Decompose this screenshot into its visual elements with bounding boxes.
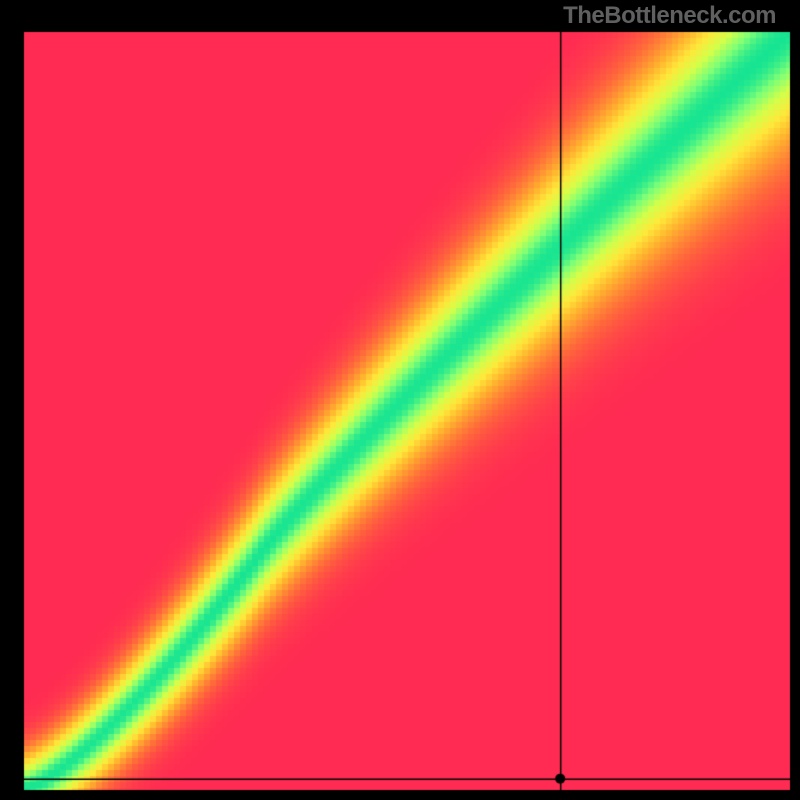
watermark-text: TheBottleneck.com: [563, 2, 776, 30]
bottleneck-heatmap: [0, 0, 800, 800]
chart-container: TheBottleneck.com: [0, 0, 800, 800]
